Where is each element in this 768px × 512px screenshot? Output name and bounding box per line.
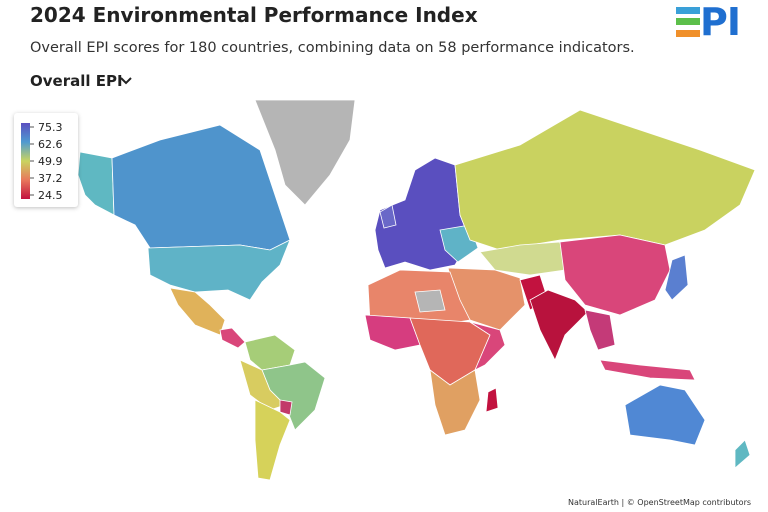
south-america-north — [244, 334, 296, 371]
southern-africa — [429, 369, 481, 436]
legend-scale: 75.3 62.6 49.9 37.2 24.5 — [21, 121, 63, 202]
australia — [624, 384, 706, 446]
russia — [454, 109, 756, 251]
uk — [379, 204, 397, 229]
southeast-asia — [584, 309, 616, 351]
title: 2024 Environmental Performance Index — [30, 3, 478, 27]
chevron[interactable] — [120, 76, 132, 86]
mexico — [169, 287, 226, 336]
central-america — [219, 327, 246, 349]
legend-gradient — [21, 123, 30, 199]
alaska — [77, 151, 115, 216]
new-zealand — [734, 439, 751, 469]
usa — [147, 239, 291, 301]
legend-label: 75.3 — [38, 121, 63, 134]
logo-bars — [676, 7, 700, 37]
central-africa — [409, 317, 491, 386]
legend-label: 62.6 — [38, 138, 63, 151]
sahara — [414, 289, 446, 313]
east-africa — [469, 321, 506, 371]
world-map — [77, 99, 756, 481]
greenland — [254, 99, 356, 206]
metric-selector[interactable]: Overall EPI — [30, 72, 123, 90]
west-africa — [364, 314, 421, 351]
china — [559, 234, 671, 316]
legend-label: 49.9 — [38, 155, 63, 168]
argentina-chile — [254, 399, 291, 481]
legend: 75.3 62.6 49.9 37.2 24.5 — [14, 113, 78, 207]
legend-label: 24.5 — [38, 189, 63, 202]
paraguay — [279, 399, 293, 416]
subtitle: Overall EPI scores for 180 countries, co… — [30, 40, 635, 56]
india — [529, 289, 589, 361]
canada — [111, 124, 291, 251]
indonesia — [599, 359, 696, 381]
madagascar — [485, 387, 499, 413]
legend-label: 37.2 — [38, 172, 63, 185]
japan — [664, 254, 689, 301]
logo-text: PI — [700, 0, 741, 44]
attribution: NaturalEarth | © OpenStreetMap contribut… — [568, 498, 752, 507]
